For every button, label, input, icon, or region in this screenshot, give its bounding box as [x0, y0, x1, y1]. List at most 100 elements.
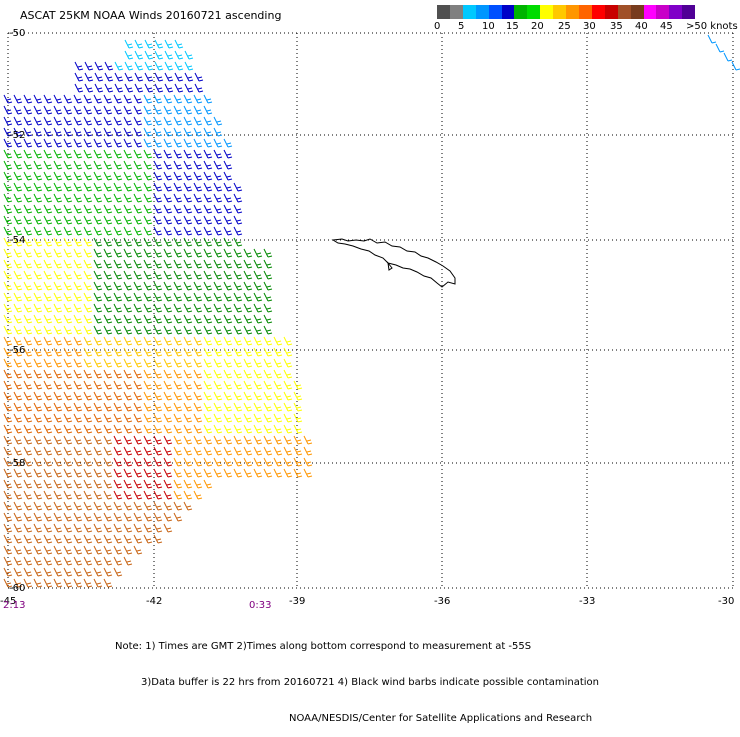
wind-barb [43, 226, 53, 236]
wind-barb [174, 39, 184, 49]
wind-barb [3, 468, 13, 478]
colorbar-segment [617, 5, 631, 19]
wind-barb [203, 259, 213, 269]
wind-barb [223, 446, 233, 456]
wind-barb [33, 413, 43, 423]
wind-barb [223, 259, 233, 269]
wind-barb [243, 457, 253, 467]
wind-barb [123, 237, 133, 247]
wind-barb [163, 270, 173, 280]
wind-barb [33, 380, 43, 390]
wind-barb [3, 391, 13, 401]
wind-barb [83, 578, 93, 588]
wind-barb [63, 413, 73, 423]
wind-barb [103, 292, 113, 302]
wind-barb [113, 325, 123, 335]
wind-barb [93, 556, 103, 566]
wind-barb [153, 215, 163, 225]
wind-barb [113, 270, 123, 280]
wind-barb [183, 358, 193, 368]
wind-barb [184, 61, 194, 71]
wind-barb [3, 512, 13, 522]
wind-barb [163, 105, 173, 115]
wind-barb [153, 127, 163, 137]
wind-barb [43, 116, 53, 126]
wind-barb [53, 578, 63, 588]
wind-barb [144, 72, 154, 82]
wind-barb [263, 347, 273, 357]
wind-barb [83, 105, 93, 115]
wind-barb [263, 391, 273, 401]
wind-barb [63, 171, 73, 181]
wind-barb [93, 281, 103, 291]
wind-barb [113, 292, 123, 302]
wind-barb [33, 501, 43, 511]
wind-barb [53, 314, 63, 324]
wind-barb [163, 314, 173, 324]
colorbar-segment [669, 5, 683, 19]
wind-barb [133, 193, 143, 203]
wind-barb [223, 314, 233, 324]
wind-barb [93, 578, 103, 588]
wind-barb [273, 380, 283, 390]
wind-barb [153, 160, 163, 170]
wind-barb [123, 435, 133, 445]
wind-barb [213, 369, 223, 379]
wind-barb [13, 204, 23, 214]
wind-barb [53, 479, 63, 489]
wind-barb [143, 270, 153, 280]
wind-barb [223, 193, 233, 203]
wind-barb [83, 369, 93, 379]
wind-barb [43, 281, 53, 291]
wind-barb [73, 116, 83, 126]
wind-barb [123, 149, 133, 159]
wind-barb [163, 160, 173, 170]
wind-barb [33, 545, 43, 555]
wind-barb [283, 380, 293, 390]
wind-barb [183, 457, 193, 467]
wind-barb [3, 336, 13, 346]
colorbar-segment [540, 5, 554, 19]
lat-label: -56 [9, 345, 25, 356]
wind-barb [83, 303, 93, 313]
wind-barb [193, 270, 203, 280]
wind-barb [133, 259, 143, 269]
wind-barb [183, 248, 193, 258]
colorbar-label: 40 [635, 21, 648, 32]
wind-barb [93, 204, 103, 214]
wind-barb [223, 182, 233, 192]
wind-barb [93, 380, 103, 390]
wind-barb [144, 83, 154, 93]
wind-barb [273, 446, 283, 456]
wind-barb [193, 204, 203, 214]
wind-barb [153, 325, 163, 335]
wind-barb [133, 424, 143, 434]
wind-barb [23, 116, 33, 126]
wind-barb [73, 402, 83, 412]
wind-barb [143, 501, 153, 511]
wind-barb [133, 248, 143, 258]
wind-barb [133, 391, 143, 401]
wind-barb [134, 39, 144, 49]
wind-barb [13, 380, 23, 390]
wind-barb [3, 237, 13, 247]
wind-barb [63, 105, 73, 115]
wind-barb [33, 435, 43, 445]
wind-barb [53, 94, 63, 104]
wind-barb [23, 182, 33, 192]
wind-barb [263, 259, 273, 269]
wind-barb [163, 512, 173, 522]
wind-barb [73, 259, 83, 269]
wind-barb [83, 556, 93, 566]
wind-barb [43, 248, 53, 258]
wind-barb [83, 248, 93, 258]
wind-barb [113, 369, 123, 379]
wind-barb [263, 336, 273, 346]
wind-barb [83, 479, 93, 489]
wind-barb [233, 358, 243, 368]
wind-barb [153, 259, 163, 269]
wind-barb [53, 556, 63, 566]
wind-barb [53, 138, 63, 148]
wind-barb [33, 281, 43, 291]
wind-barb [193, 237, 203, 247]
